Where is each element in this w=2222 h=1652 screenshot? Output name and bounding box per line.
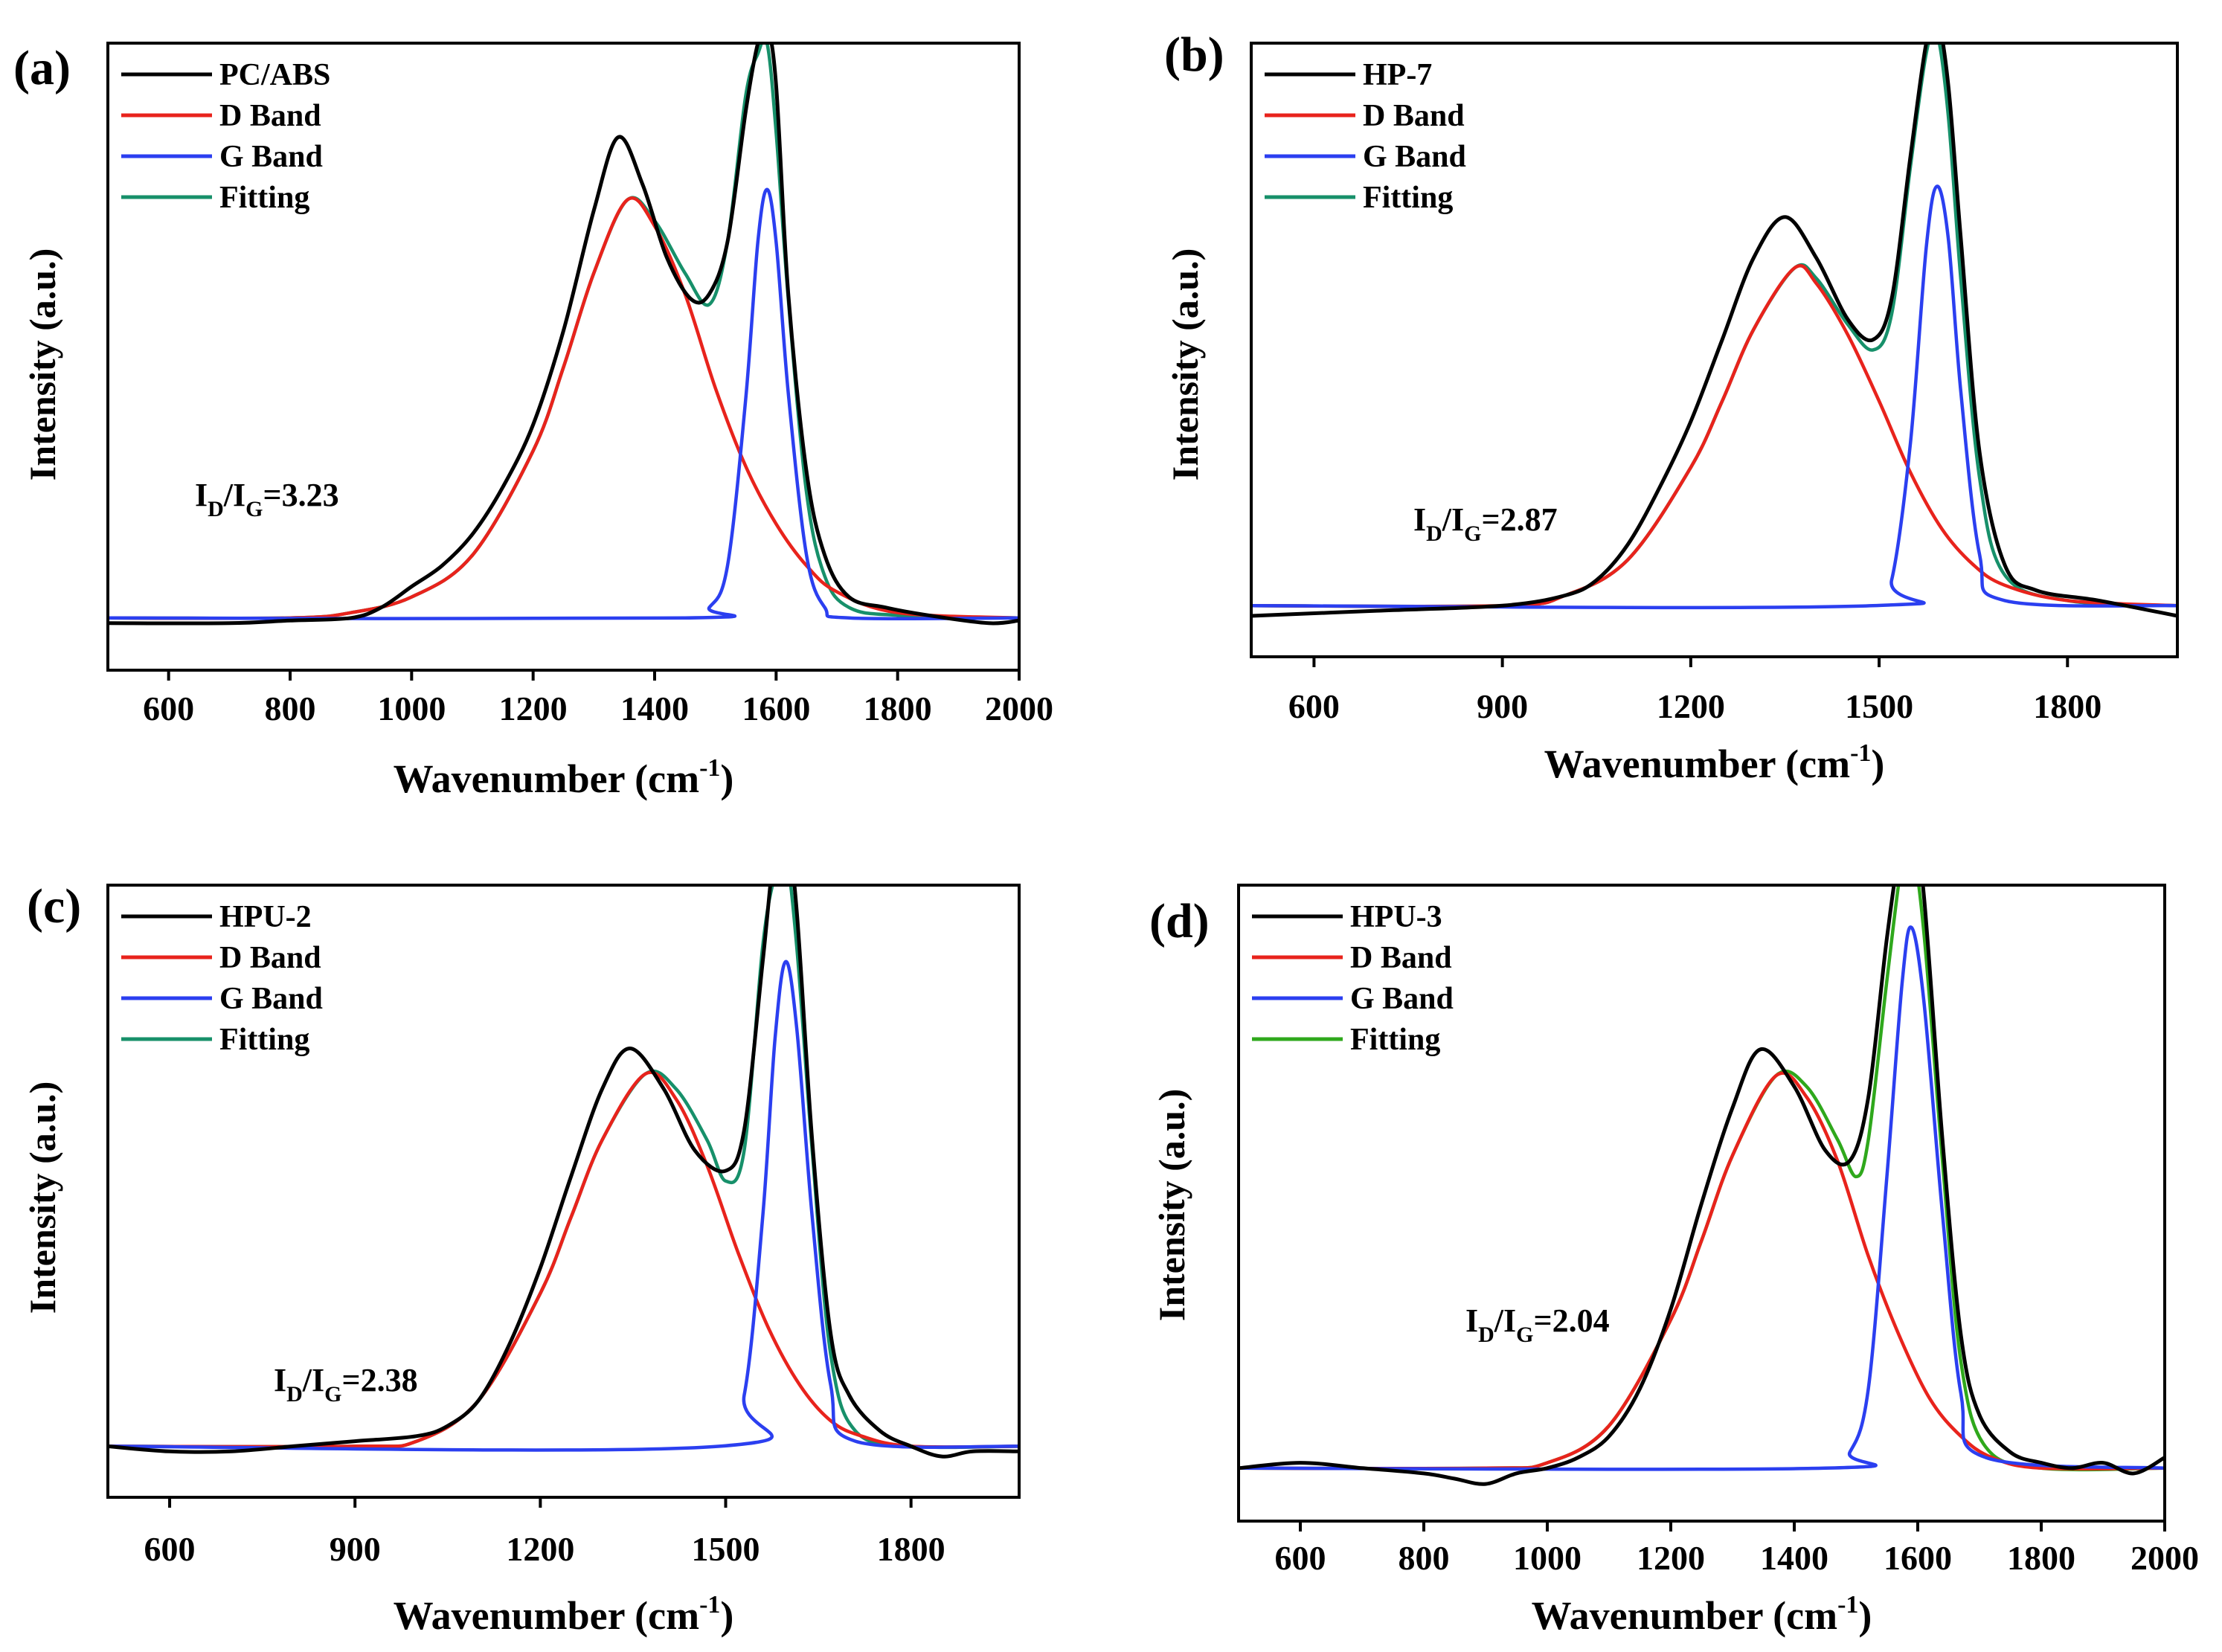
x-tick-label: 1600 bbox=[742, 690, 810, 727]
x-axis-label: Wavenumber (cm-1) bbox=[1544, 739, 1885, 786]
panel-label: (a) bbox=[13, 41, 71, 95]
legend-entry: HPU-3 bbox=[1350, 900, 1442, 934]
series-line-d-band bbox=[108, 1070, 1019, 1449]
x-tick-label: 2000 bbox=[2131, 1539, 2199, 1577]
x-tick-label: 800 bbox=[1399, 1539, 1450, 1577]
legend-entry: PC/ABS bbox=[219, 58, 330, 92]
y-axis-label: Intensity (a.u.) bbox=[1151, 1089, 1192, 1322]
series-line-g-band bbox=[1251, 184, 2177, 610]
legend-entry: Fitting bbox=[219, 1023, 309, 1057]
legend-entry: HP-7 bbox=[1363, 58, 1432, 92]
x-tick-label: 600 bbox=[1275, 1539, 1326, 1577]
x-axis-label: Wavenumber (cm-1) bbox=[1532, 1591, 1872, 1638]
series-line-g-band bbox=[108, 960, 1019, 1452]
x-axis-label: Wavenumber (cm-1) bbox=[394, 1591, 734, 1638]
series-group bbox=[108, 43, 1019, 626]
legend-entry: Fitting bbox=[1350, 1023, 1440, 1057]
x-tick-label: 2000 bbox=[985, 690, 1053, 727]
legend-entry: D Band bbox=[219, 99, 321, 133]
x-tick-label: 1600 bbox=[1884, 1539, 1952, 1577]
series-line-g-band bbox=[108, 187, 1019, 621]
legend-entry: G Band bbox=[219, 140, 323, 174]
plot-frame bbox=[106, 884, 1021, 1499]
x-tick-label: 800 bbox=[265, 690, 316, 727]
x-tick-label: 1400 bbox=[620, 690, 689, 727]
plot-frame bbox=[1250, 42, 2179, 658]
panel-label: (c) bbox=[27, 879, 81, 933]
panel-a: 600 800 1000 1200 1400 1600 1800 2000 Wavenumber… bbox=[13, 41, 1053, 801]
x-tick-label: 900 bbox=[1477, 687, 1528, 725]
legend: HPU-2 D Band G Band Fitting bbox=[121, 900, 323, 1057]
x-tick-label: 1500 bbox=[1845, 687, 1913, 725]
legend: HPU-3 D Band G Band Fitting bbox=[1252, 900, 1454, 1057]
legend-entry: D Band bbox=[1350, 941, 1452, 975]
panel-label: (d) bbox=[1149, 894, 1210, 948]
series-line-data bbox=[1251, 43, 2177, 618]
legend: HP-7 D Band G Band Fitting bbox=[1265, 58, 1466, 215]
plot-frame bbox=[106, 42, 1021, 672]
legend-entry: Fitting bbox=[219, 181, 309, 215]
series-line-data bbox=[108, 43, 1019, 626]
x-tick-label: 1500 bbox=[692, 1530, 760, 1568]
x-tick-label: 600 bbox=[143, 690, 194, 727]
y-axis-label: Intensity (a.u.) bbox=[22, 1081, 63, 1314]
x-tick-label: 1800 bbox=[2033, 687, 2101, 725]
legend-entry: G Band bbox=[219, 982, 323, 1016]
plot-frame bbox=[1237, 884, 2166, 1523]
x-tick-label: 1800 bbox=[877, 1530, 945, 1568]
x-tick-label: 1200 bbox=[506, 1530, 574, 1568]
intensity-ratio-annotation: ID/IG=3.23 bbox=[195, 477, 339, 521]
x-axis-label: Wavenumber (cm-1) bbox=[394, 754, 734, 801]
x-tick-label: 1800 bbox=[864, 690, 932, 727]
legend-entry: G Band bbox=[1363, 140, 1466, 174]
intensity-ratio-annotation: ID/IG=2.38 bbox=[274, 1362, 418, 1407]
legend: PC/ABS D Band G Band Fitting bbox=[121, 58, 330, 215]
x-tick-label: 1400 bbox=[1760, 1539, 1828, 1577]
x-tick-label: 1200 bbox=[1657, 687, 1725, 725]
panel-c: 600 900 1200 1500 1800 Wavenumber (cm-1) Inten… bbox=[22, 879, 1021, 1638]
series-line-g-band bbox=[1239, 925, 2165, 1471]
legend-entry: D Band bbox=[219, 941, 321, 975]
series-line-data bbox=[1239, 885, 2165, 1486]
x-tick-label: 1800 bbox=[2007, 1539, 2075, 1577]
x-tick-label: 600 bbox=[1288, 687, 1340, 725]
series-group bbox=[108, 885, 1019, 1459]
x-tick-label: 900 bbox=[330, 1530, 381, 1568]
legend-entry: Fitting bbox=[1363, 181, 1453, 215]
x-tick-label: 1000 bbox=[1513, 1539, 1582, 1577]
panel-b: 600 900 1200 1500 1800 Wavenumber (cm-1) Inten… bbox=[1164, 28, 2179, 786]
legend-entry: G Band bbox=[1350, 982, 1454, 1016]
x-tick-label: 1000 bbox=[377, 690, 446, 727]
series-group bbox=[1239, 885, 2165, 1486]
x-tick-label: 600 bbox=[144, 1530, 196, 1568]
series-line-data bbox=[108, 885, 1019, 1459]
intensity-ratio-annotation: ID/IG=2.04 bbox=[1465, 1302, 1610, 1347]
series-line-d-band bbox=[108, 196, 1019, 620]
panel-d: 600 800 1000 1200 1400 1600 1800 2000 Wavenumber… bbox=[1149, 884, 2199, 1638]
series-line-d-band bbox=[1251, 264, 2177, 608]
legend-entry: D Band bbox=[1363, 99, 1465, 133]
intensity-ratio-annotation: ID/IG=2.87 bbox=[1413, 501, 1558, 546]
y-axis-label: Intensity (a.u.) bbox=[1164, 248, 1206, 481]
y-axis-label: Intensity (a.u.) bbox=[22, 248, 63, 481]
series-line-d-band bbox=[1239, 1071, 2165, 1471]
x-tick-label: 1200 bbox=[499, 690, 568, 727]
series-group bbox=[1251, 43, 2177, 618]
series-line-fitting bbox=[108, 885, 1019, 1450]
panel-label: (b) bbox=[1164, 28, 1224, 82]
legend-entry: HPU-2 bbox=[219, 900, 312, 934]
x-tick-label: 1200 bbox=[1637, 1539, 1705, 1577]
